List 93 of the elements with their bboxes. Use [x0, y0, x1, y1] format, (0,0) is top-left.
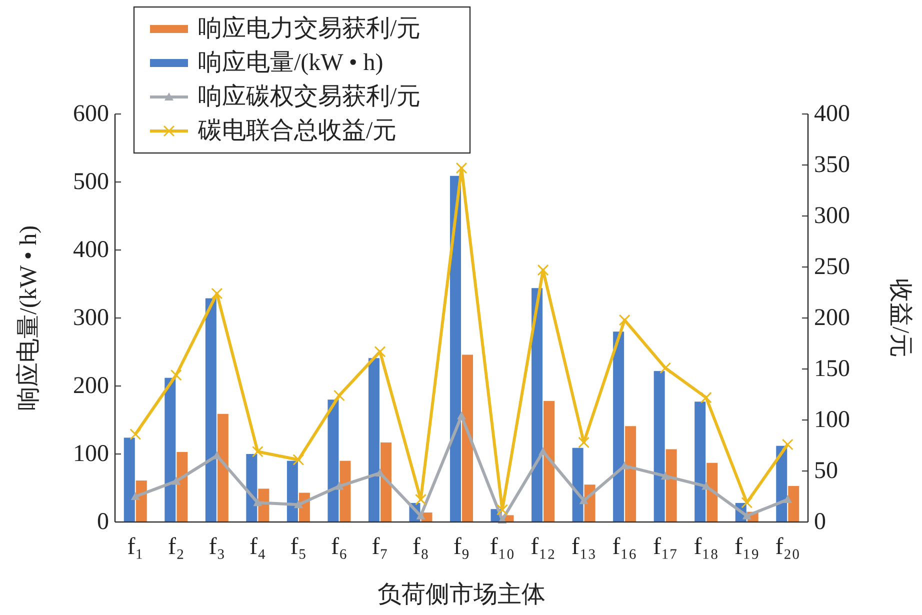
point	[252, 446, 264, 458]
x-tick-label: f₁	[127, 534, 144, 560]
point	[700, 392, 712, 404]
point	[172, 476, 181, 485]
bar	[176, 452, 188, 522]
y2-tick-label: 100	[814, 407, 850, 433]
point	[292, 454, 304, 466]
y-tick-label: 500	[73, 169, 109, 195]
point	[456, 162, 468, 174]
x-tick-label: f₁₉	[734, 534, 760, 560]
bar	[654, 371, 665, 522]
point	[374, 346, 386, 358]
point	[578, 436, 590, 448]
point	[782, 438, 794, 450]
point	[579, 496, 588, 504]
x-tick-label: f₁₃	[571, 534, 596, 560]
y2-tick-label: 200	[814, 305, 850, 331]
x-axis-title: 负荷侧市场主体	[378, 581, 546, 608]
y2-axis-title: 收益/元	[887, 278, 913, 358]
point	[130, 492, 140, 500]
legend-label: 碳电联合总收益/元	[197, 118, 397, 144]
y2-tick-label: 400	[814, 101, 850, 127]
y2-tick-label: 350	[814, 152, 850, 178]
bar	[706, 462, 718, 522]
bar	[380, 442, 392, 522]
point	[334, 482, 344, 490]
y-tick-label: 600	[73, 101, 109, 127]
point	[253, 498, 262, 506]
bar	[666, 449, 677, 522]
x-tick-label: f₅	[290, 534, 307, 560]
bar	[625, 426, 636, 522]
point	[742, 511, 752, 520]
point	[783, 495, 792, 504]
point	[414, 494, 426, 506]
bar	[462, 354, 473, 522]
bar	[246, 454, 258, 522]
bar	[788, 486, 800, 522]
x-tick-label: f₂	[168, 534, 184, 560]
point	[538, 447, 548, 456]
bar	[544, 400, 555, 522]
y2-tick-label: 300	[814, 203, 850, 229]
y-axis-title: 响应电量/(kW • h)	[15, 225, 42, 411]
y-tick-label: 100	[73, 441, 109, 467]
point	[496, 504, 508, 516]
x-tick-label: f₈	[412, 534, 429, 560]
bar	[694, 402, 706, 522]
x-tick-label: f₁₂	[530, 534, 556, 560]
legend-label: 响应电力交易获利/元	[198, 15, 421, 42]
y-tick-label: 300	[73, 305, 109, 331]
x-tick-label: f₁₀	[490, 534, 515, 560]
point	[618, 314, 630, 326]
bar	[572, 448, 584, 522]
legend-label: 响应碳权交易获利/元	[198, 83, 421, 110]
point	[333, 390, 345, 402]
y-tick-label: 400	[73, 237, 109, 263]
point	[416, 511, 426, 520]
y2-tick-label: 150	[814, 356, 850, 382]
point	[211, 288, 223, 300]
x-tick-label: f₃	[208, 534, 226, 560]
point	[741, 496, 753, 508]
legend-label: 响应电量/(kW • h)	[198, 49, 384, 76]
bar	[164, 378, 176, 522]
point	[294, 500, 303, 508]
bar	[205, 298, 216, 522]
bar	[450, 176, 461, 522]
bar	[340, 460, 351, 522]
x-tick-label: f₆	[331, 534, 348, 560]
x-tick-label: f₂₀	[775, 534, 800, 560]
y2-tick-label: 0	[814, 509, 826, 535]
point	[537, 264, 549, 276]
point	[170, 369, 182, 381]
point	[457, 411, 466, 420]
y2-tick-label: 250	[814, 254, 850, 280]
bar	[328, 400, 339, 522]
x-tick-label: f₉	[453, 534, 470, 560]
point	[660, 472, 670, 480]
x-tick-label: f₄	[249, 534, 266, 560]
y-tick-label: 200	[73, 373, 109, 399]
bar	[613, 332, 624, 522]
bar	[532, 288, 543, 522]
x-tick-label: f₁₈	[694, 534, 718, 560]
y-tick-label: 0	[97, 509, 109, 535]
bar	[286, 460, 298, 522]
x-tick-label: f₇	[372, 534, 388, 560]
y2-tick-label: 50	[814, 458, 838, 484]
x-tick-label: f₁₆	[612, 534, 637, 560]
point	[375, 468, 384, 477]
bar	[217, 414, 228, 522]
point	[660, 362, 672, 374]
bar	[368, 358, 380, 522]
bar	[124, 438, 135, 522]
point	[130, 428, 142, 440]
x-tick-label: f₁₇	[652, 534, 678, 560]
